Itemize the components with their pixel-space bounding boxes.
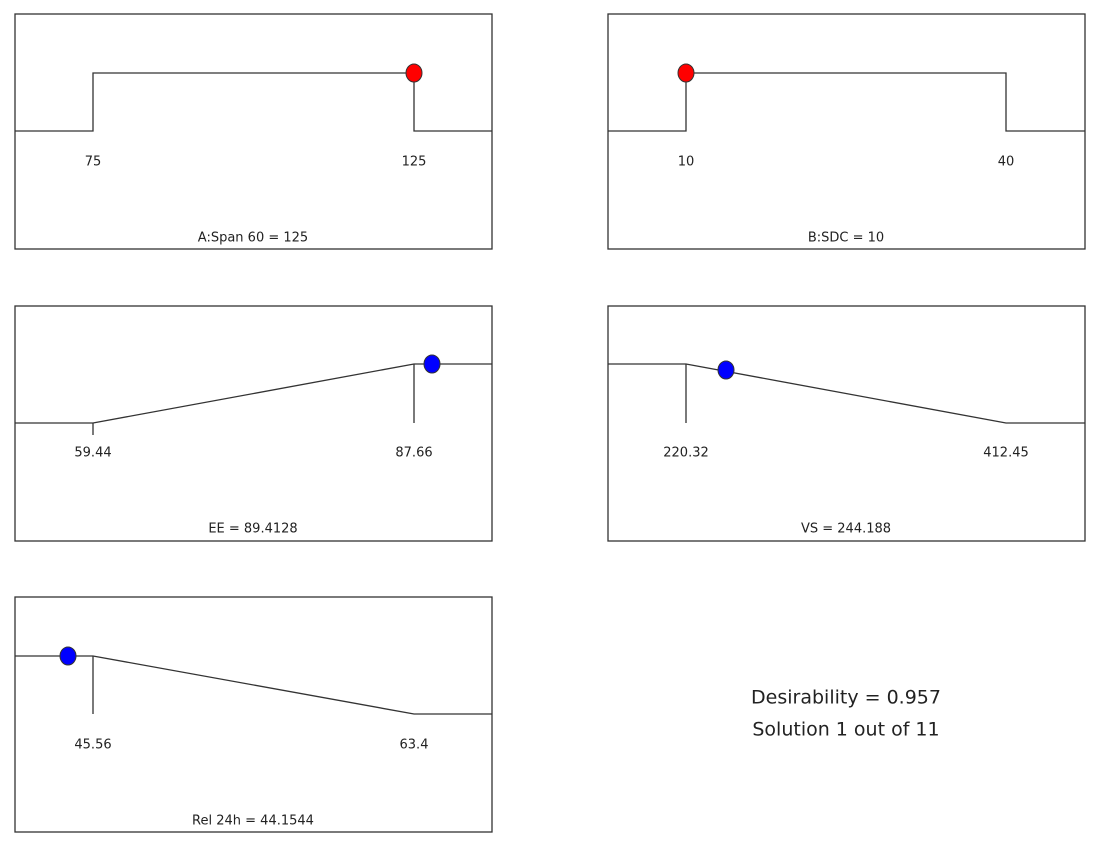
factor-point: [405, 63, 423, 83]
high-label: 125: [402, 155, 427, 170]
panel-caption: B:SDC = 10: [808, 231, 884, 246]
response-point: [59, 646, 77, 666]
response-point: [717, 360, 735, 380]
factor-point: [677, 63, 695, 83]
ramp-panel: 59.44 87.66 EE = 89.4128: [14, 305, 493, 542]
ramp-panel: 75 125 A:Span 60 = 125: [14, 13, 493, 250]
low-label: 10: [678, 155, 695, 170]
low-label: 75: [85, 155, 102, 170]
low-label: 220.32: [663, 446, 709, 461]
high-label: 412.45: [983, 446, 1029, 461]
high-label: 40: [998, 155, 1015, 170]
ramp-panel: 220.32 412.45 VS = 244.188: [607, 305, 1086, 542]
ramp-line: [15, 655, 492, 715]
low-label: 59.44: [74, 446, 111, 461]
desirability: Desirability = 0.957: [751, 687, 941, 709]
ramp-panel: 45.56 63.4 Rel 24h = 44.1544: [14, 596, 493, 833]
ramp-line: [608, 363, 1085, 424]
ramp-panel: 10 40 B:SDC = 10: [607, 13, 1086, 250]
ramp-line: [15, 72, 492, 132]
high-label: 87.66: [395, 446, 432, 461]
ramp-line: [608, 72, 1085, 132]
solution: Solution 1 out of 11: [752, 719, 939, 741]
panel-caption: A:Span 60 = 125: [198, 231, 308, 246]
panel-caption: EE = 89.4128: [208, 522, 297, 537]
panel-caption: Rel 24h = 44.1544: [192, 814, 314, 829]
panel-caption: VS = 244.188: [801, 522, 891, 537]
ramp-line: [15, 363, 492, 424]
response-point: [423, 354, 441, 374]
low-label: 45.56: [74, 738, 111, 753]
high-label: 63.4: [400, 738, 429, 753]
